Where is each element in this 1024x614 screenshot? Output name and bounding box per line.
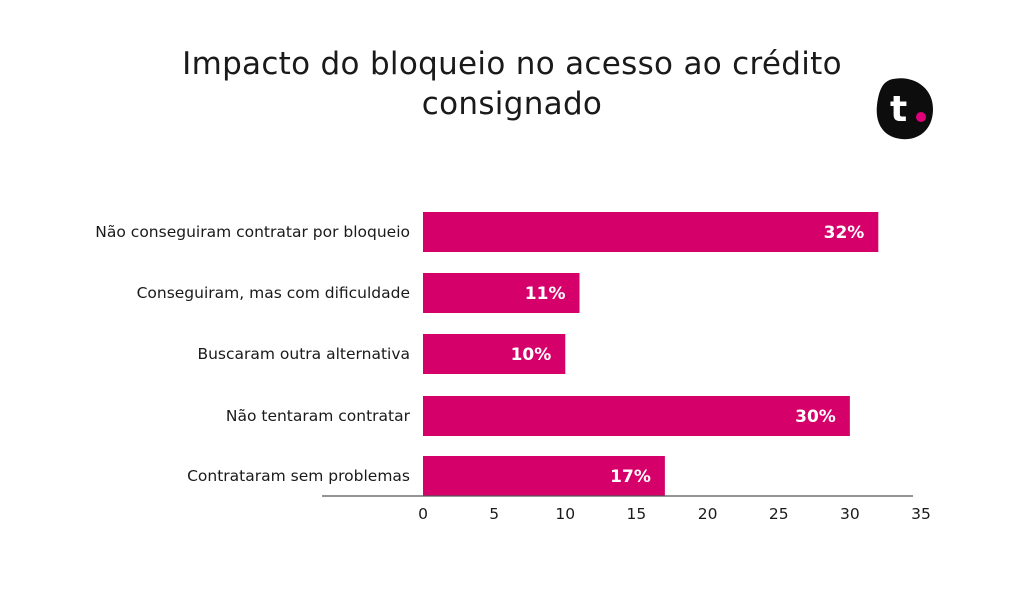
logo-dot xyxy=(916,112,926,122)
category-label: Buscaram outra alternativa xyxy=(197,345,410,363)
category-label: Não tentaram contratar xyxy=(226,407,411,425)
data-label: 17% xyxy=(610,467,651,487)
x-tick-label: 30 xyxy=(840,505,860,523)
category-label: Conseguiram, mas com dificuldade xyxy=(137,284,410,302)
bar xyxy=(423,334,566,374)
x-tick-label: 0 xyxy=(418,505,428,523)
bar xyxy=(423,273,580,313)
category-label: Contrataram sem problemas xyxy=(187,467,410,485)
x-tick-label: 35 xyxy=(911,505,931,523)
t-logo-icon: t xyxy=(876,78,933,140)
chart-title: Impacto do bloqueio no acesso ao crédito… xyxy=(182,46,842,122)
bar xyxy=(423,212,879,252)
x-tick-label: 10 xyxy=(555,505,575,523)
data-label: 10% xyxy=(511,345,552,365)
data-label: 30% xyxy=(795,407,836,427)
x-tick-label: 20 xyxy=(698,505,718,523)
logo-letter: t xyxy=(890,89,907,130)
x-tick-label: 15 xyxy=(627,505,647,523)
x-tick-label: 5 xyxy=(489,505,499,523)
data-label: 11% xyxy=(525,284,566,304)
bar xyxy=(423,396,850,436)
x-tick-label: 25 xyxy=(769,505,789,523)
bar xyxy=(423,456,665,496)
category-label: Não conseguiram contratar por bloqueio xyxy=(95,223,410,241)
data-label: 32% xyxy=(824,223,865,243)
